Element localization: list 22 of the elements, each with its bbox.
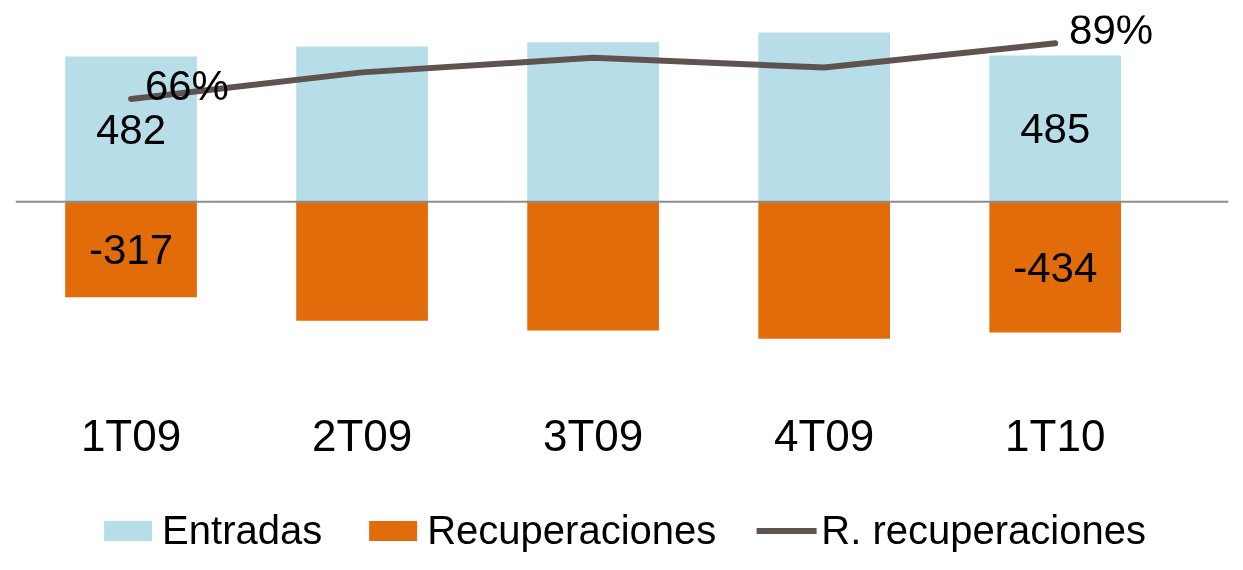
bar [527, 201, 659, 331]
bar [989, 201, 1122, 333]
bar [527, 42, 659, 202]
legend-label: R. recuperaciones [821, 508, 1146, 553]
data-label: 482 [95, 105, 167, 153]
bar [989, 55, 1122, 202]
x-tick-label: 3T09 [542, 410, 644, 460]
x-tick-label: 4T09 [774, 410, 875, 460]
data-label: 485 [1020, 105, 1091, 153]
x-tick-label: 1T10 [1005, 410, 1106, 460]
bar [296, 201, 428, 321]
x-tick-label: 2T09 [311, 410, 413, 460]
legend-label: Recuperaciones [427, 508, 717, 553]
legend-label: Entradas [162, 508, 323, 553]
data-label: 89% [1069, 6, 1154, 54]
bar [758, 32, 891, 202]
bar [758, 201, 891, 339]
x-tick-label: 1T09 [80, 410, 182, 460]
bar [65, 201, 197, 298]
data-label: -434 [1013, 243, 1098, 291]
bar [296, 46, 428, 202]
data-label: -317 [88, 225, 174, 273]
